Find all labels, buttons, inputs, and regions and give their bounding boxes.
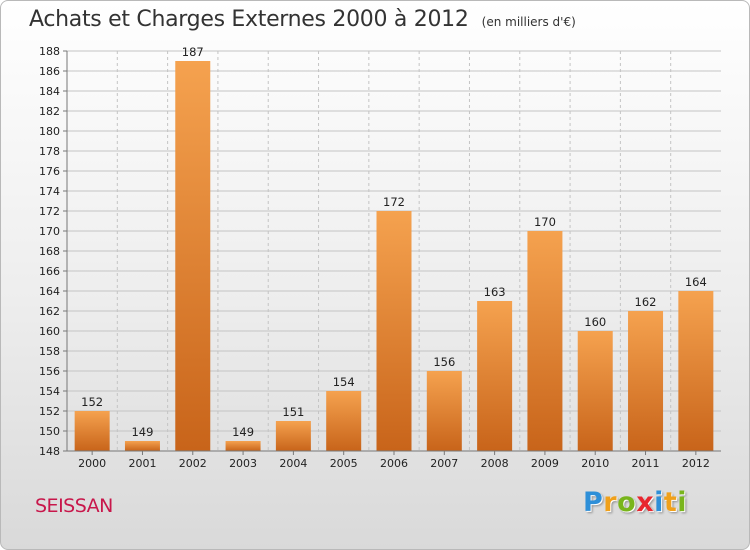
chart-title-block: Achats et Charges Externes 2000 à 2012 (…: [29, 7, 576, 32]
bar-value-label: 172: [383, 195, 405, 209]
bar: [628, 311, 664, 451]
bar-value-label: 156: [433, 355, 455, 369]
bars: [74, 61, 714, 451]
y-tick-label: 182: [39, 105, 60, 118]
x-tick-label: 2008: [481, 457, 509, 470]
bar: [124, 441, 160, 451]
y-tick-label: 170: [39, 225, 60, 238]
axes: [63, 50, 721, 455]
bar-value-label: 187: [182, 45, 204, 59]
y-tick-label: 158: [39, 345, 60, 358]
logo-letter: t: [663, 487, 678, 518]
x-tick-label: 2003: [229, 457, 257, 470]
y-tick-label: 148: [39, 445, 60, 458]
bar-value-label: 152: [81, 395, 103, 409]
bar: [275, 421, 311, 451]
logo-letter: x: [636, 487, 655, 518]
bar-value-label: 149: [131, 425, 153, 439]
bar: [577, 331, 613, 451]
chart-title: Achats et Charges Externes 2000 à 2012: [29, 7, 469, 32]
x-tick-label: 2006: [380, 457, 408, 470]
bar-value-label: 154: [333, 375, 355, 389]
logo-letter: o: [617, 487, 637, 518]
y-tick-label: 184: [39, 85, 60, 98]
y-tick-label: 186: [39, 65, 60, 78]
bar: [326, 391, 362, 451]
bar: [225, 441, 261, 451]
x-tick-label: 2011: [632, 457, 660, 470]
bar: [477, 301, 513, 451]
y-tick-label: 162: [39, 305, 60, 318]
bar-value-label: 160: [584, 315, 606, 329]
x-tick-label: 2010: [581, 457, 609, 470]
y-tick-label: 172: [39, 205, 60, 218]
bar: [74, 411, 110, 451]
y-tick-label: 188: [39, 45, 60, 58]
y-tick-label: 178: [39, 145, 60, 158]
bar-value-label: 164: [685, 275, 707, 289]
x-tick-label: 2012: [682, 457, 710, 470]
y-tick-label: 168: [39, 245, 60, 258]
x-tick-label: 2009: [531, 457, 559, 470]
logo-letter: i: [677, 487, 688, 518]
bar-value-label: 170: [534, 215, 556, 229]
x-tick-label: 2005: [330, 457, 358, 470]
bar: [527, 231, 563, 451]
y-tick-label: 152: [39, 405, 60, 418]
x-tick-label: 2007: [430, 457, 458, 470]
bar: [426, 371, 462, 451]
labels: 148 150 152 154 156 158 160 162 164 166 168 170 172 1…: [39, 45, 710, 470]
y-tick-label: 166: [39, 265, 60, 278]
y-tick-label: 176: [39, 165, 60, 178]
y-tick-label: 160: [39, 325, 60, 338]
x-tick-label: 2004: [279, 457, 307, 470]
x-tick-label: 2002: [179, 457, 207, 470]
bar-value-label: 163: [484, 285, 506, 299]
y-tick-label: 156: [39, 365, 60, 378]
chart-unit: (en milliers d'€): [481, 15, 576, 29]
bar: [376, 211, 412, 451]
y-tick-label: 150: [39, 425, 60, 438]
bar-value-label: 151: [282, 405, 304, 419]
bar: [175, 61, 211, 451]
y-tick-label: 174: [39, 185, 60, 198]
x-tick-label: 2001: [128, 457, 156, 470]
logo-letter: P: [583, 487, 604, 518]
y-tick-label: 154: [39, 385, 60, 398]
bar: [678, 291, 714, 451]
logo-letter: r: [603, 487, 618, 518]
commune-name: SEISSAN: [35, 495, 113, 517]
y-tick-label: 164: [39, 285, 60, 298]
bar-value-label: 162: [635, 295, 657, 309]
proxiti-logo: Proxiti: [583, 487, 687, 518]
logo-letter: i: [654, 487, 664, 518]
y-tick-label: 180: [39, 125, 60, 138]
x-tick-label: 2000: [78, 457, 106, 470]
bar-value-label: 149: [232, 425, 254, 439]
